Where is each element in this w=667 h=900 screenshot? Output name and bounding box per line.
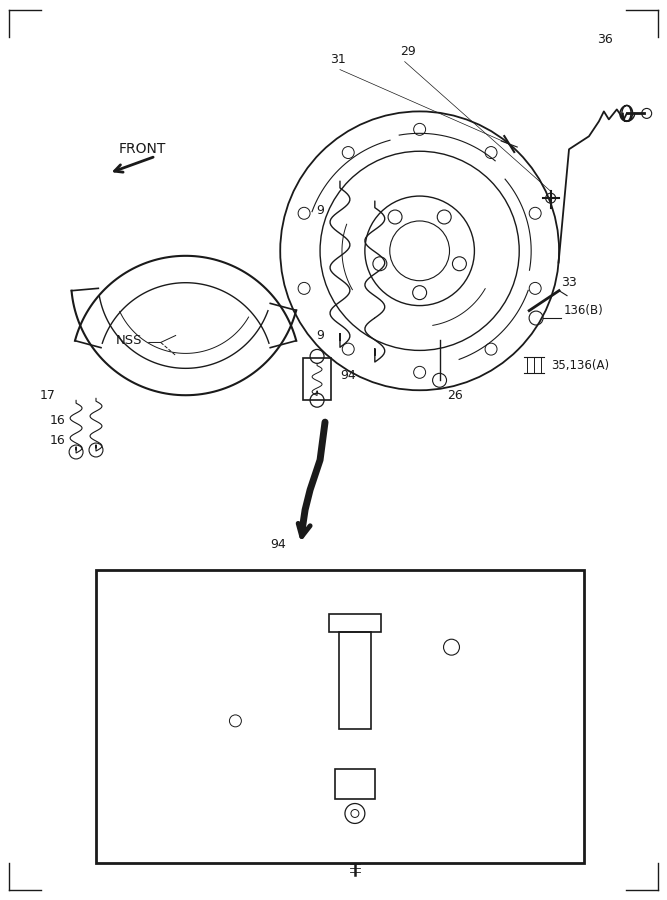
Text: 33: 33 bbox=[561, 276, 577, 289]
Bar bbox=[329, 615, 381, 632]
Bar bbox=[335, 769, 375, 798]
Text: 101(A): 101(A) bbox=[388, 839, 428, 851]
Text: 16: 16 bbox=[49, 434, 65, 446]
Text: 9: 9 bbox=[316, 329, 324, 342]
Text: 101(B): 101(B) bbox=[169, 709, 209, 723]
Text: 17: 17 bbox=[39, 389, 55, 401]
Text: 136(B): 136(B) bbox=[564, 303, 604, 317]
Text: NSS: NSS bbox=[420, 730, 443, 743]
Text: 104: 104 bbox=[250, 682, 273, 696]
Text: NSS: NSS bbox=[219, 611, 242, 624]
Text: 94: 94 bbox=[340, 369, 356, 382]
Text: 31: 31 bbox=[330, 53, 346, 66]
Text: 29: 29 bbox=[400, 45, 416, 58]
Text: 97: 97 bbox=[458, 638, 472, 651]
Text: 96: 96 bbox=[375, 652, 390, 666]
Text: 106: 106 bbox=[219, 767, 241, 780]
Text: 102(A): 102(A) bbox=[420, 782, 460, 795]
Text: 9: 9 bbox=[316, 204, 324, 218]
Text: 107: 107 bbox=[235, 830, 257, 843]
Text: 94: 94 bbox=[270, 538, 286, 551]
Text: NSS: NSS bbox=[116, 334, 143, 347]
Text: 108: 108 bbox=[245, 805, 267, 818]
Text: 36: 36 bbox=[597, 33, 613, 46]
Bar bbox=[339, 632, 371, 729]
Bar bbox=[303, 358, 331, 401]
Text: NSS: NSS bbox=[221, 652, 244, 666]
Text: 26: 26 bbox=[448, 389, 464, 401]
Text: 102(B): 102(B) bbox=[415, 605, 454, 617]
Text: 99,: 99, bbox=[420, 767, 438, 780]
Text: 35,136(A): 35,136(A) bbox=[551, 359, 609, 372]
Text: FRONT: FRONT bbox=[119, 142, 166, 157]
Text: 16: 16 bbox=[49, 414, 65, 427]
Bar bbox=[96, 570, 584, 863]
